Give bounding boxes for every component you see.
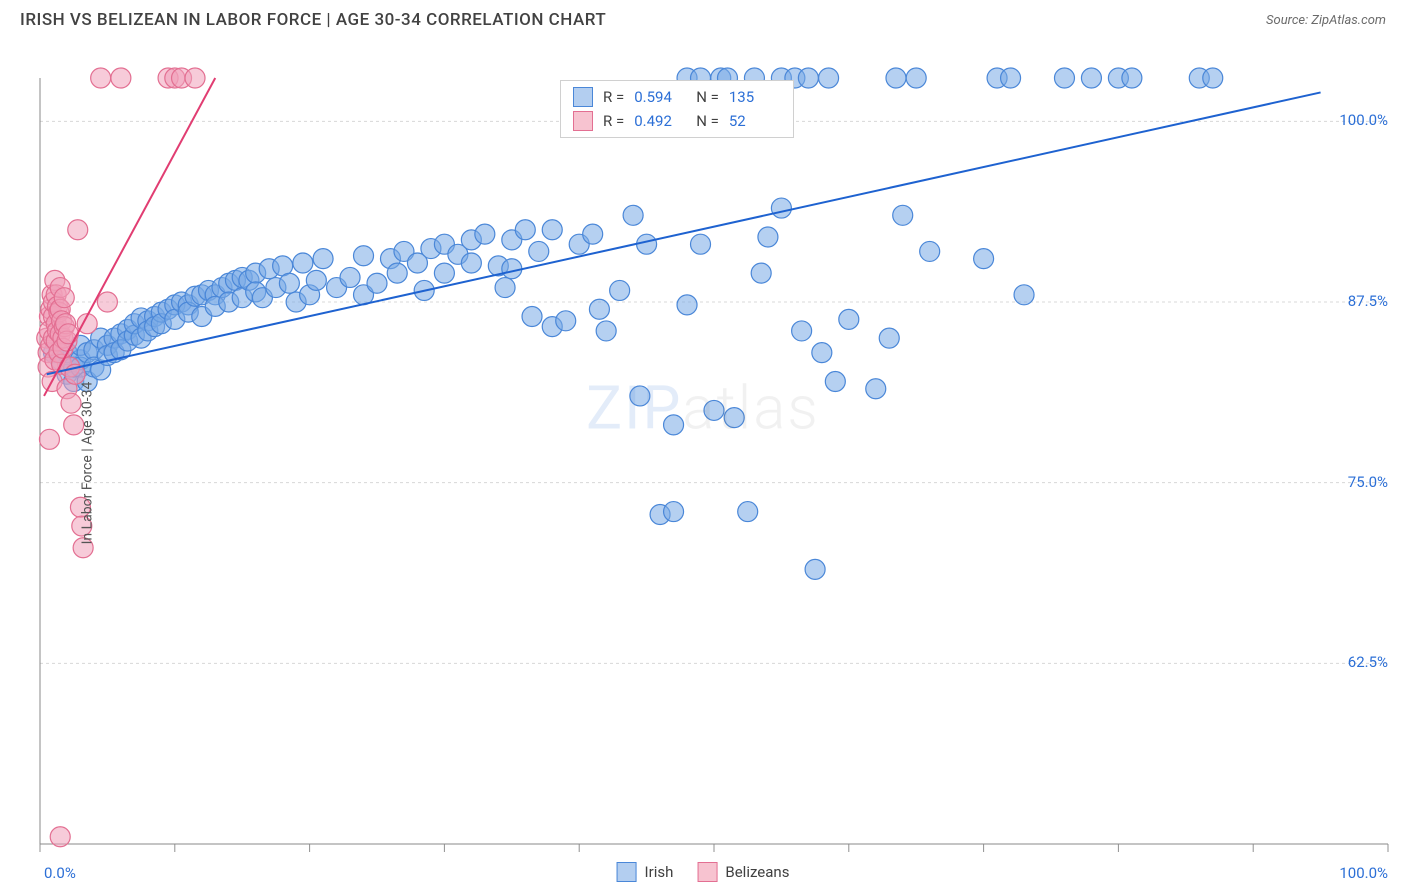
r-value-belizean: 0.492	[634, 109, 686, 133]
n-value-belizean: 52	[729, 109, 781, 133]
legend-item-irish: Irish	[617, 862, 674, 882]
stats-row-belizean: R = 0.492 N = 52	[573, 109, 781, 133]
y-tick-label: 100.0%	[1339, 111, 1388, 129]
chart-title: IRISH VS BELIZEAN IN LABOR FORCE | AGE 3…	[20, 10, 606, 30]
swatch-belizean	[573, 111, 593, 131]
source-attribution: Source: ZipAtlas.com	[1266, 13, 1386, 28]
r-value-irish: 0.594	[634, 85, 686, 109]
n-label: N =	[696, 109, 719, 133]
r-label: R =	[603, 85, 624, 109]
correlation-stats-box: R = 0.594 N = 135 R = 0.492 N = 52	[560, 80, 794, 138]
y-tick-label: 62.5%	[1348, 653, 1388, 671]
swatch-belizean	[697, 862, 717, 882]
y-tick-label: 87.5%	[1348, 292, 1388, 310]
n-value-irish: 135	[729, 85, 781, 109]
legend-label-belizean: Belizeans	[725, 863, 789, 881]
n-label: N =	[696, 85, 719, 109]
series-legend: Irish Belizeans	[617, 862, 790, 882]
x-axis-min-label: 0.0%	[44, 864, 76, 882]
legend-item-belizean: Belizeans	[697, 862, 789, 882]
scatter-plot-svg	[0, 38, 1406, 888]
chart-area: In Labor Force | Age 30-34 ZIPatlas R = …	[0, 38, 1406, 888]
swatch-irish	[573, 87, 593, 107]
swatch-irish	[617, 862, 637, 882]
r-label: R =	[603, 109, 624, 133]
y-axis-label: In Labor Force | Age 30-34	[79, 382, 95, 545]
stats-row-irish: R = 0.594 N = 135	[573, 85, 781, 109]
y-tick-label: 75.0%	[1348, 473, 1388, 491]
legend-label-irish: Irish	[645, 863, 674, 881]
x-axis-max-label: 100.0%	[1339, 864, 1388, 882]
